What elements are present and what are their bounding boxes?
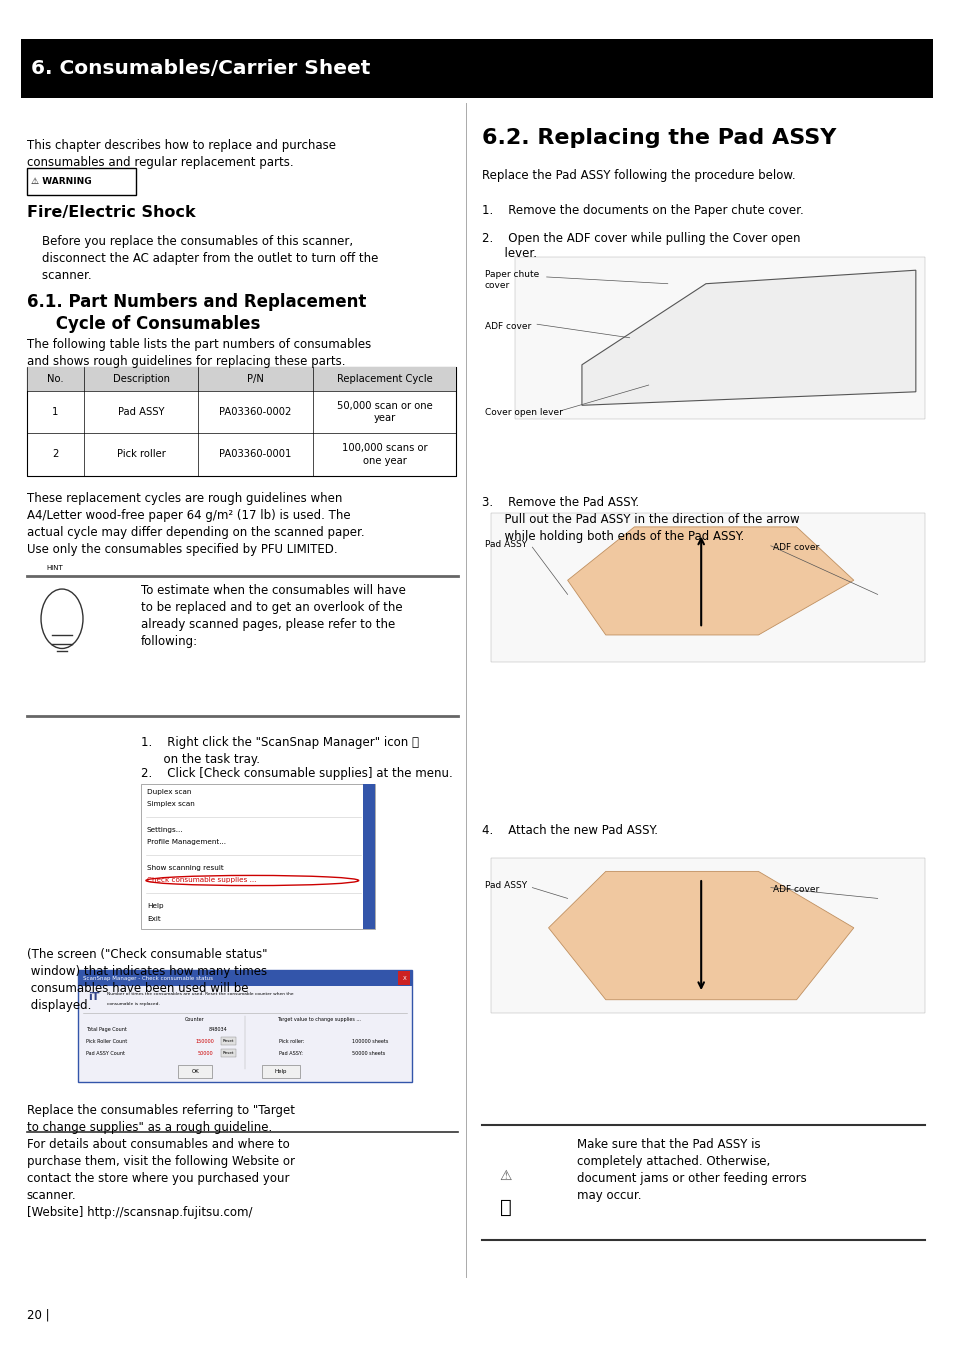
Text: Counter: Counter <box>185 1017 205 1023</box>
Text: Cover open lever: Cover open lever <box>484 408 562 417</box>
Bar <box>78 970 412 986</box>
Text: 2.    Open the ADF cover while pulling the Cover open
      lever.: 2. Open the ADF cover while pulling the … <box>481 232 800 261</box>
Bar <box>27 367 456 392</box>
Bar <box>397 971 410 985</box>
Text: Pick roller: Pick roller <box>116 450 166 459</box>
Text: Exit: Exit <box>147 916 160 921</box>
Bar <box>261 1065 299 1078</box>
Text: Help: Help <box>274 1069 287 1074</box>
Text: Help: Help <box>147 902 163 909</box>
Text: Number of times the consumables are used. Reset the consumable counter when the: Number of times the consumables are used… <box>107 992 294 996</box>
Text: X: X <box>402 975 406 981</box>
Text: ADF cover: ADF cover <box>484 322 530 331</box>
Text: Pad ASSY: Pad ASSY <box>118 407 164 417</box>
Text: 6.2. Replacing the Pad ASSY: 6.2. Replacing the Pad ASSY <box>481 128 835 149</box>
Text: Profile Management...: Profile Management... <box>147 839 226 846</box>
Text: Total Page Count: Total Page Count <box>86 1027 127 1032</box>
Text: (The screen ("Check consumable status"
 window) that indicates how many times
 c: (The screen ("Check consumable status" w… <box>27 948 267 1012</box>
Text: Pick Roller Count: Pick Roller Count <box>86 1039 127 1044</box>
Text: Replace the consumables referring to "Target
to change supplies" as a rough guid: Replace the consumables referring to "Ta… <box>27 1104 294 1219</box>
Text: Pad ASSY Count: Pad ASSY Count <box>86 1051 125 1056</box>
Text: ⚠: ⚠ <box>498 1169 512 1183</box>
Text: Description: Description <box>112 374 170 384</box>
Text: No.: No. <box>47 374 64 384</box>
Bar <box>491 513 924 662</box>
Polygon shape <box>548 871 853 1000</box>
Text: Replace the Pad ASSY following the procedure below.: Replace the Pad ASSY following the proce… <box>481 169 795 182</box>
Bar <box>515 257 924 419</box>
Text: 6.1. Part Numbers and Replacement
     Cycle of Consumables: 6.1. Part Numbers and Replacement Cycle … <box>27 293 366 334</box>
Text: To estimate when the consumables will have
to be replaced and to get an overlook: To estimate when the consumables will ha… <box>141 584 406 647</box>
Text: Pad ASSY: Pad ASSY <box>484 881 526 890</box>
Text: ADF cover: ADF cover <box>772 543 818 553</box>
Text: 20 |: 20 | <box>27 1308 50 1321</box>
Text: 150000: 150000 <box>195 1039 214 1044</box>
Text: P/N: P/N <box>247 374 264 384</box>
Text: The following table lists the part numbers of consumables
and shows rough guidel: The following table lists the part numbe… <box>27 338 371 367</box>
Text: 50000: 50000 <box>197 1051 213 1056</box>
Bar <box>178 1065 212 1078</box>
Bar <box>21 39 932 99</box>
Text: Show scanning result: Show scanning result <box>147 865 223 871</box>
Text: 6. Consumables/Carrier Sheet: 6. Consumables/Carrier Sheet <box>30 58 370 78</box>
Text: 848034: 848034 <box>209 1027 228 1032</box>
Text: This chapter describes how to replace and purchase
consumables and regular repla: This chapter describes how to replace an… <box>27 139 335 169</box>
Text: Duplex scan: Duplex scan <box>147 789 192 794</box>
Bar <box>27 367 456 476</box>
Text: Target value to change supplies ...: Target value to change supplies ... <box>276 1017 360 1023</box>
Text: Make sure that the Pad ASSY is
completely attached. Otherwise,
document jams or : Make sure that the Pad ASSY is completel… <box>577 1138 806 1201</box>
Text: 50000 sheets: 50000 sheets <box>352 1051 385 1056</box>
Text: consumable is replaced.: consumable is replaced. <box>107 1002 159 1006</box>
Bar <box>141 784 375 929</box>
Polygon shape <box>567 527 853 635</box>
Bar <box>491 858 924 1013</box>
Text: Pick roller:: Pick roller: <box>278 1039 304 1044</box>
Text: 4.    Attach the new Pad ASSY.: 4. Attach the new Pad ASSY. <box>481 824 657 838</box>
Text: 100000 sheets: 100000 sheets <box>352 1039 388 1044</box>
Text: Reset: Reset <box>222 1039 234 1043</box>
Text: 3.    Remove the Pad ASSY.
      Pull out the Pad ASSY in the direction of the a: 3. Remove the Pad ASSY. Pull out the Pad… <box>481 496 799 543</box>
Text: Settings...: Settings... <box>147 827 183 832</box>
Text: 2.    Click [Check consumable supplies] at the menu.: 2. Click [Check consumable supplies] at … <box>141 767 453 781</box>
Text: 50,000 scan or one
year: 50,000 scan or one year <box>336 401 432 423</box>
Text: HINT: HINT <box>46 566 63 571</box>
Text: Paper chute
cover: Paper chute cover <box>484 270 538 289</box>
Text: 🤚: 🤚 <box>499 1197 511 1217</box>
Text: iT: iT <box>88 992 99 1001</box>
Text: Reset: Reset <box>222 1051 234 1055</box>
Text: 1.    Right click the "ScanSnap Manager" icon Ⓢ
      on the task tray.: 1. Right click the "ScanSnap Manager" ic… <box>141 736 418 766</box>
Text: ScanSnap Manager - Check consumable status: ScanSnap Manager - Check consumable stat… <box>83 975 213 981</box>
Text: Fire/Electric Shock: Fire/Electric Shock <box>27 205 195 220</box>
Text: Pad ASSY: Pad ASSY <box>484 540 526 550</box>
Polygon shape <box>581 270 915 405</box>
Text: PA03360-0001: PA03360-0001 <box>219 450 292 459</box>
Text: Check consumable supplies ...: Check consumable supplies ... <box>147 878 256 884</box>
Text: These replacement cycles are rough guidelines when
A4/Letter wood-free paper 64 : These replacement cycles are rough guide… <box>27 492 364 555</box>
Text: ⚠ WARNING: ⚠ WARNING <box>30 177 91 185</box>
Text: OK: OK <box>192 1069 199 1074</box>
Text: 1.    Remove the documents on the Paper chute cover.: 1. Remove the documents on the Paper chu… <box>481 204 802 218</box>
Text: Replacement Cycle: Replacement Cycle <box>336 374 432 384</box>
Bar <box>78 970 412 1082</box>
Text: Before you replace the consumables of this scanner,
    disconnect the AC adapte: Before you replace the consumables of th… <box>27 235 377 282</box>
Text: PA03360-0002: PA03360-0002 <box>219 407 292 417</box>
Text: 1: 1 <box>52 407 58 417</box>
Text: ADF cover: ADF cover <box>772 885 818 894</box>
Text: Simplex scan: Simplex scan <box>147 801 194 808</box>
Text: Pad ASSY:: Pad ASSY: <box>278 1051 302 1056</box>
Bar <box>363 784 375 929</box>
Text: 2: 2 <box>52 450 58 459</box>
Text: 100,000 scans or
one year: 100,000 scans or one year <box>341 443 427 466</box>
Bar <box>27 168 136 195</box>
